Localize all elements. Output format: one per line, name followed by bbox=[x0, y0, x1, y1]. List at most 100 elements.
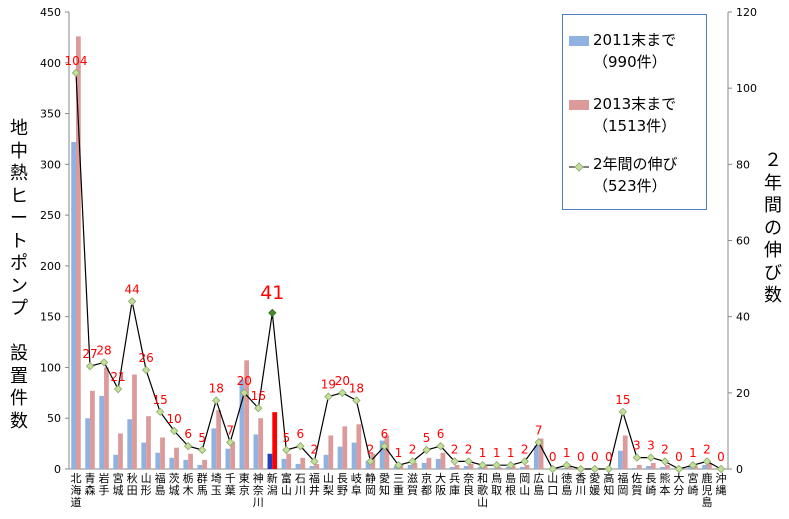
category-label-char: 馬 bbox=[197, 484, 208, 497]
category-label-char: 福 bbox=[309, 471, 320, 485]
bar-2013 bbox=[216, 410, 221, 469]
category-label-char: 手 bbox=[99, 483, 110, 497]
bar-2011 bbox=[295, 463, 301, 469]
bar-2013 bbox=[496, 466, 502, 469]
y-left-tick-label: 300 bbox=[40, 158, 61, 171]
growth-data-label: 7 bbox=[226, 423, 234, 437]
growth-point bbox=[352, 396, 361, 405]
growth-point bbox=[113, 384, 123, 394]
bar-2013 bbox=[76, 36, 81, 470]
bar-2013 bbox=[90, 390, 95, 469]
y-axis-left-title-char: ト bbox=[10, 230, 28, 252]
bar-2011 bbox=[519, 466, 525, 469]
category-label-char: 口 bbox=[547, 484, 558, 497]
y-axis-right-title-char: 伸 bbox=[764, 240, 782, 261]
category-label-char: 宮 bbox=[113, 471, 124, 485]
category-label-char: 滋 bbox=[407, 472, 418, 485]
growth-data-label: 26 bbox=[138, 351, 153, 365]
bar-2011 bbox=[127, 419, 133, 469]
growth-point bbox=[534, 438, 543, 447]
category-label-char: 長 bbox=[645, 472, 656, 485]
category-label-char: 城 bbox=[113, 484, 124, 497]
growth-data-label: 1 bbox=[689, 446, 697, 460]
y-axis-left-title-char: 設 bbox=[10, 343, 28, 364]
growth-data-label: 21 bbox=[110, 370, 125, 384]
bar-2011 bbox=[197, 464, 203, 469]
growth-point bbox=[674, 464, 684, 474]
category-label-char: 香 bbox=[575, 472, 586, 485]
growth-data-label: 0 bbox=[717, 450, 725, 464]
y-axis-right-title-char: 間 bbox=[764, 195, 782, 216]
category-label-char: 野 bbox=[337, 484, 348, 497]
bar-2011 bbox=[702, 464, 707, 469]
bar-2013 bbox=[426, 457, 432, 469]
y-right-tick-label: 20 bbox=[736, 387, 750, 400]
growth-data-label: 1 bbox=[563, 446, 571, 460]
category-label-char: 川 bbox=[253, 496, 264, 509]
category-label-char: 新 bbox=[267, 471, 278, 485]
growth-point bbox=[155, 407, 165, 417]
bar-2011 bbox=[267, 453, 273, 469]
bar-2013 bbox=[440, 452, 446, 469]
bar-2011 bbox=[253, 434, 259, 469]
category-label-char: 歌 bbox=[477, 483, 488, 497]
bar-2013 bbox=[244, 360, 250, 469]
growth-point bbox=[604, 464, 613, 474]
category-label-char: 山 bbox=[281, 484, 292, 497]
y-axis-left-title-char: プ bbox=[10, 298, 28, 319]
category-label-char: 福 bbox=[617, 471, 628, 485]
legend-sublabel-growth: （523件） bbox=[593, 177, 667, 195]
category-label-char: 東 bbox=[239, 472, 250, 485]
bar-2013 bbox=[104, 367, 109, 469]
category-label-char: 広 bbox=[533, 472, 544, 485]
bar-2013 bbox=[636, 464, 642, 469]
category-label-char: 崎 bbox=[687, 483, 698, 497]
growth-point bbox=[646, 453, 656, 462]
bar-2011 bbox=[183, 459, 189, 469]
bar-2011 bbox=[141, 442, 147, 469]
bar-2011 bbox=[155, 452, 161, 469]
category-label-char: 岩 bbox=[99, 471, 110, 485]
bar-2013 bbox=[342, 426, 348, 469]
growth-point bbox=[366, 457, 375, 466]
category-label-char: 兵 bbox=[449, 472, 460, 485]
category-label-char: 三 bbox=[393, 472, 404, 485]
legend-sublabel-2013: （1513件） bbox=[593, 117, 677, 135]
bar-2013 bbox=[174, 447, 179, 469]
growth-point bbox=[212, 396, 221, 405]
legend-label-2011: 2011末まで bbox=[593, 31, 677, 49]
growth-data-label: 2 bbox=[367, 442, 375, 456]
category-label-char: 山 bbox=[519, 484, 530, 497]
growth-point bbox=[169, 426, 179, 436]
category-label-char: 福 bbox=[155, 471, 166, 485]
growth-data-label: 1 bbox=[395, 446, 403, 460]
bar-2011 bbox=[449, 466, 455, 469]
bar-2011 bbox=[477, 466, 483, 469]
y-axis-right-title-char: 数 bbox=[764, 285, 782, 306]
bar-2011 bbox=[351, 442, 357, 469]
growth-data-label: 18 bbox=[209, 381, 224, 395]
y-right-tick-label: 40 bbox=[736, 311, 750, 324]
category-label-char: 奈 bbox=[253, 483, 264, 497]
bar-2011 bbox=[169, 457, 175, 469]
growth-point bbox=[141, 365, 151, 375]
growth-point bbox=[338, 388, 347, 397]
growth-point bbox=[450, 457, 459, 466]
growth-point bbox=[506, 461, 515, 470]
category-label-char: 崎 bbox=[645, 483, 656, 497]
growth-data-label: 3 bbox=[633, 439, 641, 453]
growth-point bbox=[632, 453, 642, 462]
y-axis-left-title-char: 置 bbox=[10, 365, 28, 387]
category-label-char: 山 bbox=[323, 472, 334, 485]
growth-data-label: 15 bbox=[152, 393, 167, 407]
growth-point bbox=[660, 457, 670, 466]
category-label-char: 鳥 bbox=[491, 471, 502, 485]
category-label-char: 埼 bbox=[211, 471, 222, 485]
growth-data-label: 104 bbox=[65, 54, 88, 68]
growth-data-label: 6 bbox=[437, 427, 445, 441]
growth-point bbox=[254, 403, 263, 413]
growth-point bbox=[310, 457, 319, 466]
y-axis-left-title-char: ン bbox=[10, 275, 28, 297]
category-label-char: 梨 bbox=[323, 483, 334, 497]
